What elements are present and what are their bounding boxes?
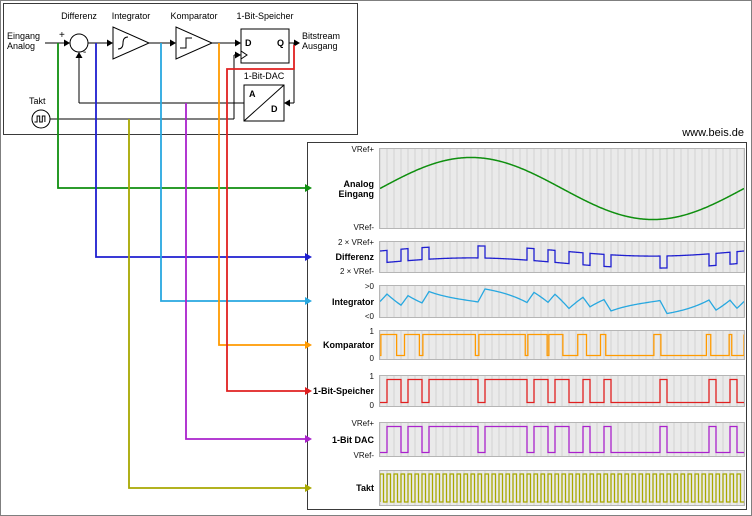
axis-label-top: VRef+ [351,419,374,428]
waveform-svg-takt [380,471,744,505]
waveform-plot-integrator [379,285,745,318]
axis-label-top: VRef+ [351,145,374,154]
axis-label-top: 1 [369,372,374,381]
signal-name-speicher: 1-Bit-Speicher [312,386,374,396]
axis-label-bottom: VRef- [353,451,374,460]
waveform-svg-analog [380,149,744,228]
waveform-plot-dac [379,422,745,457]
waveform-svg-dac [380,423,744,456]
axis-label-bottom: 0 [369,401,374,410]
waveform-svg-integrator [380,286,744,317]
block-diagram-box [3,3,358,135]
waveform-trace-speicher [380,378,744,404]
signal-name-integrator: Integrator [331,296,374,307]
waveform-plot-differenz [379,241,745,273]
signal-name-analog: Analog Eingang [338,178,375,199]
waveform-row-dac: VRef+ 1-Bit DAC VRef- [308,419,746,460]
waveform-row-analog: VRef+ Analog Eingang VRef- [308,145,746,232]
waveform-svg-speicher [380,376,744,406]
waveform-trace-komparator [380,333,744,357]
signal-name-takt: Takt [356,483,374,493]
waveform-row-differenz: 2 × VRef+ Differenz 2 × VRef- [308,238,746,276]
axis-label-top: 1 [369,327,374,336]
waveform-trace-differenz [380,245,744,269]
waveform-plot-takt [379,470,745,506]
waveform-plot-analog [379,148,745,229]
waveform-row-speicher: 1 1-Bit-Speicher 0 [308,372,746,410]
axis-label-bottom: 2 × VRef- [339,267,374,276]
signal-route-takt [128,119,305,489]
axis-label-bottom: <0 [364,312,374,321]
waveform-row-takt: Takt [308,470,746,506]
waveform-panel: VRef+ Analog Eingang VRef- 2 × VRef+ Diff… [307,142,747,510]
axis-label-top: 2 × VRef+ [337,238,374,247]
waveform-trace-takt [380,473,744,503]
axis-label-bottom: 0 [369,354,374,363]
waveform-plot-komparator [379,330,745,360]
waveform-trace-analog [380,156,744,221]
axis-label-bottom: VRef- [353,223,374,232]
waveform-row-integrator: >0 Integrator <0 [308,282,746,321]
signal-name-dac: 1-Bit DAC [332,434,374,445]
axis-label-top: >0 [364,282,374,291]
signal-route-dac [185,103,305,440]
website-url: www.beis.de [682,127,744,139]
waveform-trace-dac [380,425,744,454]
waveform-row-komparator: 1 Komparator 0 [308,327,746,363]
signal-name-differenz: Differenz [335,252,374,262]
waveform-svg-differenz [380,242,744,272]
signal-name-komparator: Komparator [322,340,374,350]
waveform-plot-speicher [379,375,745,407]
waveform-svg-komparator [380,331,744,359]
waveform-trace-integrator [380,288,744,315]
